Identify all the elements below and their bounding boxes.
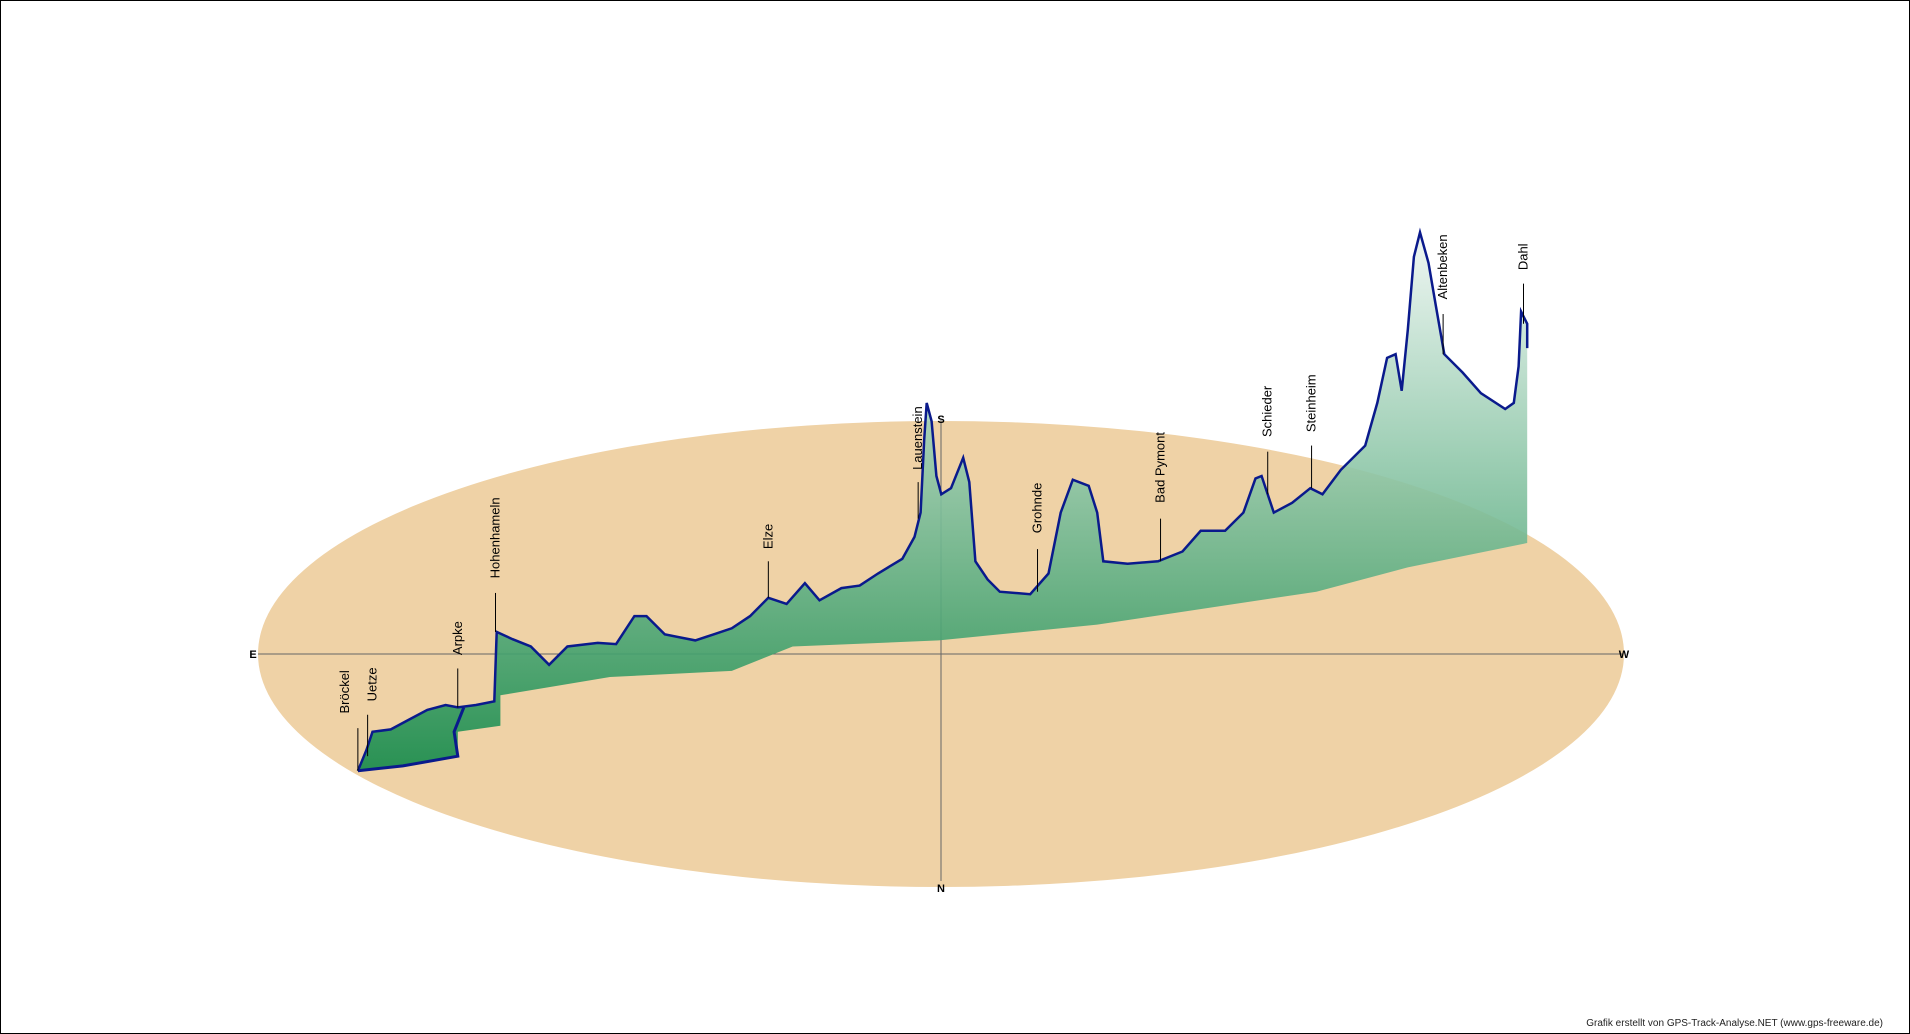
place-label: Dahl xyxy=(1516,243,1531,270)
place-label: Bad Pymont xyxy=(1153,432,1168,503)
compass-south: S xyxy=(937,414,944,426)
credit-text: Grafik erstellt von GPS-Track-Analyse.NE… xyxy=(1586,1018,1883,1029)
place-label: Arpke xyxy=(450,621,465,655)
place-label: Uetze xyxy=(365,667,380,701)
place-label: Bröckel xyxy=(337,670,352,713)
place-label: Schieder xyxy=(1260,385,1275,437)
place-label: Hohenhameln xyxy=(488,497,503,578)
track-loop-line xyxy=(357,706,466,773)
place-label: Altenbeken xyxy=(1435,234,1450,299)
elevation-profile-line xyxy=(356,227,1529,772)
elevation-fill xyxy=(357,232,1528,771)
place-label: Elze xyxy=(760,524,775,549)
place-label: Steinheim xyxy=(1304,374,1319,432)
compass-west: W xyxy=(1619,649,1630,661)
compass-north: N xyxy=(937,883,945,895)
place-label: Grohnde xyxy=(1030,483,1045,534)
compass-east: E xyxy=(249,649,256,661)
place-label: Lauenstein xyxy=(910,406,925,470)
